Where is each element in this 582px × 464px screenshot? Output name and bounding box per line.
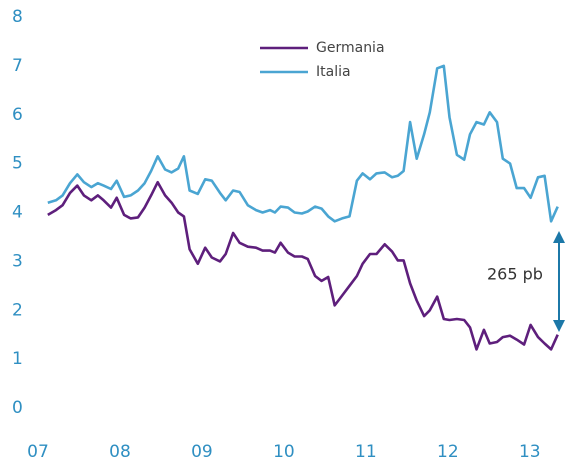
x-tick-label: 08 xyxy=(109,442,131,462)
series-line xyxy=(47,180,559,351)
x-tick-label: 13 xyxy=(519,442,541,462)
y-tick-label: 8 xyxy=(12,7,23,27)
y-tick-label: 5 xyxy=(12,154,23,174)
x-tick-label: 12 xyxy=(437,442,459,462)
x-tick-label: 09 xyxy=(191,442,213,462)
x-tick-label: 11 xyxy=(355,442,377,462)
y-tick-label: 0 xyxy=(12,398,23,418)
y-tick-label: 1 xyxy=(12,349,23,369)
x-tick-label: 07 xyxy=(27,442,49,462)
y-tick-label: 4 xyxy=(12,203,23,223)
legend-label: Italia xyxy=(316,64,351,80)
y-tick-label: 6 xyxy=(12,105,23,125)
y-tick-label: 7 xyxy=(12,56,23,76)
x-tick-label: 10 xyxy=(273,442,295,462)
series-line xyxy=(47,64,559,223)
legend-label: Germania xyxy=(316,40,385,56)
annotation: 265 pb xyxy=(487,265,543,284)
y-tick-label: 2 xyxy=(12,300,23,320)
y-tick-label: 3 xyxy=(12,251,23,271)
